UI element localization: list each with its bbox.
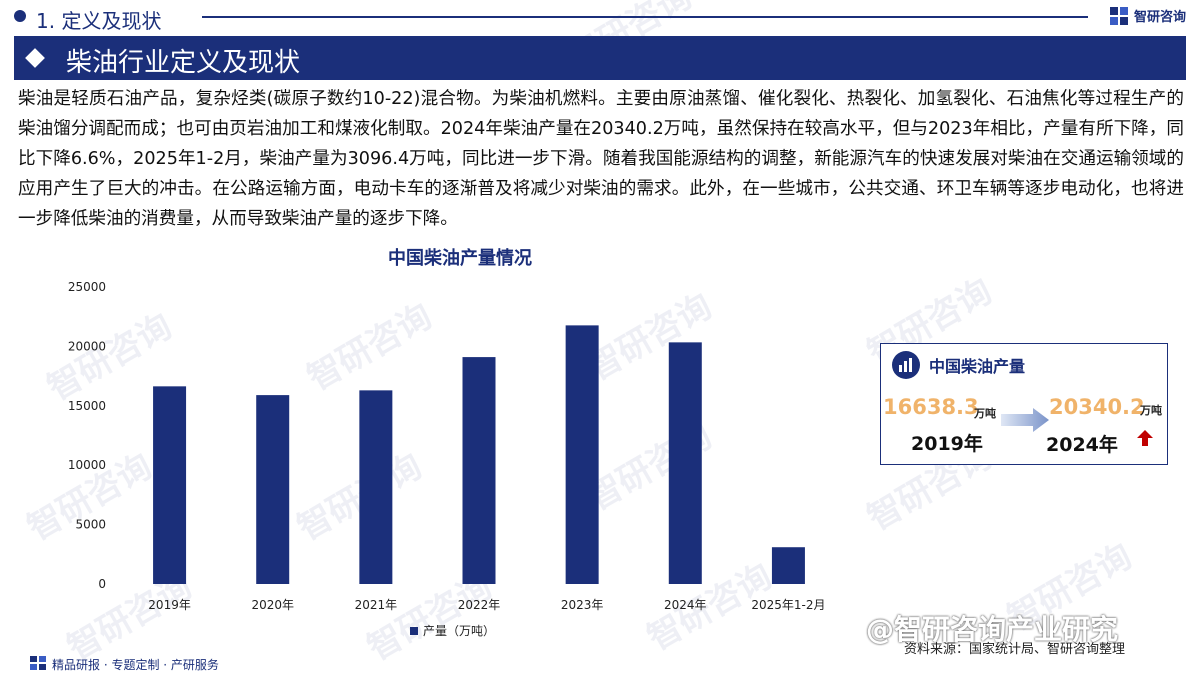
bar [256, 395, 290, 584]
bar [462, 357, 496, 584]
overlay-watermark: @智研咨询产业研究 [866, 613, 1119, 646]
stat-box-header: 中国柴油产量 [891, 350, 1025, 380]
y-tick-label: 25000 [68, 280, 106, 294]
header-rule [202, 16, 1088, 18]
x-tick-label: 2025年1-2月 [751, 598, 825, 612]
bar [565, 325, 599, 584]
stat-box: 中国柴油产量 16638.3 万吨 2019年 20340.2 万吨 2024年 [880, 343, 1168, 465]
diamond-icon [25, 48, 45, 68]
x-tick-label: 2020年 [251, 598, 294, 612]
legend-swatch [410, 627, 418, 635]
up-arrow-icon [1137, 430, 1153, 446]
bar [359, 390, 393, 584]
brand-name: 智研咨询 [1133, 10, 1186, 25]
intro-paragraph: 柴油是轻质石油产品，复杂烃类(碳原子数约10-22)混合物。为柴油机燃料。主要由… [18, 89, 1184, 229]
x-tick-label: 2019年 [148, 598, 191, 612]
legend-label: 产量（万吨） [423, 624, 495, 638]
production-bar-chart: 中国柴油产量情况 0 5000 10000 15000 20000 25000 2019年 20… [68, 247, 826, 638]
value-2019: 16638.3 [883, 395, 979, 419]
y-tick-label: 0 [98, 577, 106, 591]
bar [771, 547, 805, 584]
footer: 精品研报 · 专题定制 · 产研服务 资料来源：国家统计局、智研咨询整理 [0, 642, 1200, 676]
y-tick-label: 5000 [75, 518, 106, 532]
x-tick-label: 2021年 [355, 598, 398, 612]
year-2019: 2019年 [911, 433, 983, 455]
page-title: 柴油行业定义及现状 [66, 48, 301, 78]
bar [668, 342, 702, 584]
chart-icon [892, 351, 920, 379]
unit-2024: 万吨 [1140, 404, 1162, 417]
brand-mark-icon [1109, 6, 1128, 25]
x-tick-label: 2022年 [458, 598, 501, 612]
right-arrow-icon [1001, 408, 1049, 432]
footer-tagline: 精品研报 · 专题定制 · 产研服务 [52, 658, 219, 672]
top-header: 1. 定义及现状 智研咨询 [0, 0, 1200, 34]
source-note: 资料来源：国家统计局、智研咨询整理 [904, 642, 1126, 657]
bar [153, 386, 187, 584]
y-tick-label: 10000 [68, 458, 106, 472]
stat-box-title: 中国柴油产量 [929, 357, 1026, 376]
footer-logo-icon [30, 656, 46, 670]
bullet-dot-icon [14, 10, 26, 22]
unit-2019: 万吨 [974, 407, 996, 420]
y-tick-label: 15000 [68, 399, 106, 413]
chart-title: 中国柴油产量情况 [388, 247, 532, 269]
title-bar: 柴油行业定义及现状 [14, 36, 1186, 80]
brand-logo: 智研咨询 [1109, 6, 1186, 25]
section-title: 1. 定义及现状 [36, 9, 162, 33]
year-2024: 2024年 [1046, 434, 1118, 456]
value-2024: 20340.2 [1049, 395, 1145, 419]
x-tick-label: 2023年 [561, 598, 604, 612]
x-tick-label: 2024年 [664, 598, 707, 612]
y-tick-label: 20000 [68, 339, 106, 353]
